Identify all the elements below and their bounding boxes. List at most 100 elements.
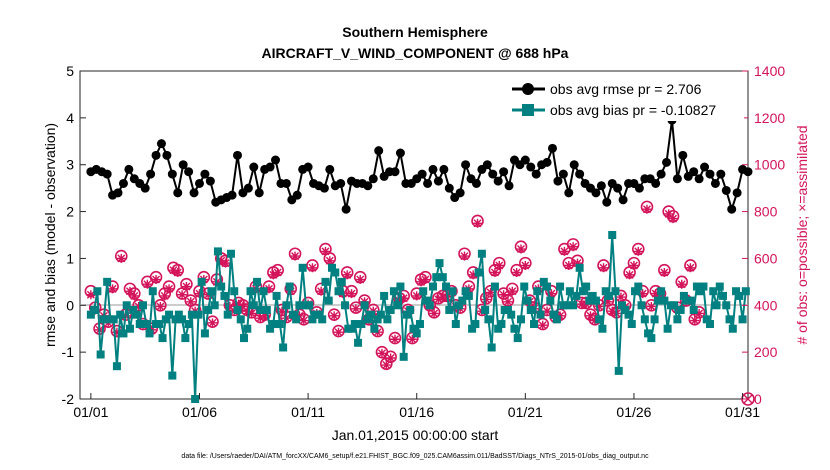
bias-point [155, 320, 164, 329]
y2-tick-label: 200 [754, 344, 778, 360]
bias-point [471, 320, 480, 329]
y-tick-label: 5 [66, 63, 74, 79]
assimilated-obs-point [394, 296, 404, 306]
bias-point [197, 277, 206, 286]
bias-point [451, 320, 460, 329]
bias-point [533, 287, 542, 296]
assimilated-obs-point [420, 275, 430, 285]
rmse-point [167, 169, 177, 179]
assimilated-obs-point [347, 289, 357, 299]
assimilated-obs-point [316, 286, 326, 296]
bias-point [357, 320, 366, 329]
assimilated-obs-point [168, 265, 178, 275]
bias-point [187, 310, 196, 319]
bias-point [715, 282, 724, 291]
bias-point [732, 287, 741, 296]
assimilated-obs-point [129, 291, 139, 301]
rmse-point [336, 178, 346, 188]
rmse-point [368, 174, 378, 184]
bias-point [621, 305, 630, 314]
bias-point [99, 315, 108, 324]
bias-point [240, 334, 249, 343]
bias-point [490, 282, 499, 291]
bias-point [132, 310, 141, 319]
bias-point [578, 287, 587, 296]
assimilated-obs-point [642, 204, 652, 214]
x-tick-label: 01/26 [616, 404, 651, 420]
bias-point [266, 324, 275, 333]
rmse-point [254, 188, 264, 198]
rmse-point [634, 183, 644, 193]
bias-point [246, 287, 255, 296]
bias-point [722, 301, 731, 310]
x-tick-label: 01/21 [508, 404, 543, 420]
rmse-point [558, 169, 568, 179]
rmse-point [178, 160, 188, 170]
rmse-point [319, 183, 329, 193]
y-axis-label: rmse and bias (model - observation) [42, 123, 58, 347]
bias-point [282, 301, 291, 310]
bias-point [510, 324, 519, 333]
rmse-point [102, 169, 112, 179]
rmse-point [194, 178, 204, 188]
bias-point [292, 315, 301, 324]
assimilated-obs-point [494, 260, 504, 270]
bias-point [497, 320, 506, 329]
bias-point [429, 282, 438, 291]
assimilated-obs-point [568, 242, 578, 252]
bias-point [354, 338, 363, 347]
bias-point [552, 315, 561, 324]
y2-tick-label: 1400 [754, 63, 785, 79]
bias-point [494, 324, 503, 333]
bias-point [220, 291, 229, 300]
bias-point [653, 296, 662, 305]
assimilated-obs-point [651, 289, 661, 299]
bias-point [738, 315, 747, 324]
bias-point [735, 291, 744, 300]
bias-point [402, 310, 411, 319]
assimilated-obs-point [572, 258, 582, 268]
rmse-point [493, 176, 503, 186]
assimilated-obs-point [377, 348, 387, 358]
bias-point [174, 310, 183, 319]
bias-point [487, 343, 496, 352]
assimilated-obs-point [481, 294, 491, 304]
bias-point [386, 305, 395, 314]
bias-series [86, 231, 750, 403]
bias-point [308, 315, 317, 324]
rmse-point [243, 183, 253, 193]
bias-point [712, 301, 721, 310]
assimilated-obs-point [503, 297, 513, 307]
bias-point [530, 320, 539, 329]
rmse-point [694, 174, 704, 184]
bias-point [670, 301, 679, 310]
chart-title: Southern Hemisphere [342, 24, 488, 40]
y-tick-label: 1 [66, 250, 74, 266]
assimilated-obs-point [616, 292, 626, 302]
bias-point [618, 301, 627, 310]
bias-point [686, 296, 695, 305]
assimilated-obs-point [399, 293, 409, 303]
assimilated-obs-point [690, 316, 700, 326]
assimilated-obs-point [512, 267, 522, 277]
bias-point [676, 305, 685, 314]
bias-point [474, 268, 483, 277]
rmse-point [700, 162, 710, 172]
bias-point [481, 305, 490, 314]
bias-point [213, 247, 222, 256]
plot-area [79, 70, 749, 400]
rmse-point [162, 150, 172, 160]
footnote: data file: /Users/raeder/DAI/ATM_forcXX/… [181, 453, 649, 460]
bias-point [367, 310, 376, 319]
bias-point [360, 301, 369, 310]
assimilated-obs-point [564, 260, 574, 270]
rmse-point [542, 157, 552, 167]
bias-point [269, 320, 278, 329]
bias-point [256, 305, 265, 314]
bias-point [709, 287, 718, 296]
bias-point [112, 362, 121, 371]
rmse-point [455, 188, 465, 198]
rmse-point [390, 167, 400, 177]
assimilated-obs-point [559, 246, 569, 256]
bias-point [631, 287, 640, 296]
